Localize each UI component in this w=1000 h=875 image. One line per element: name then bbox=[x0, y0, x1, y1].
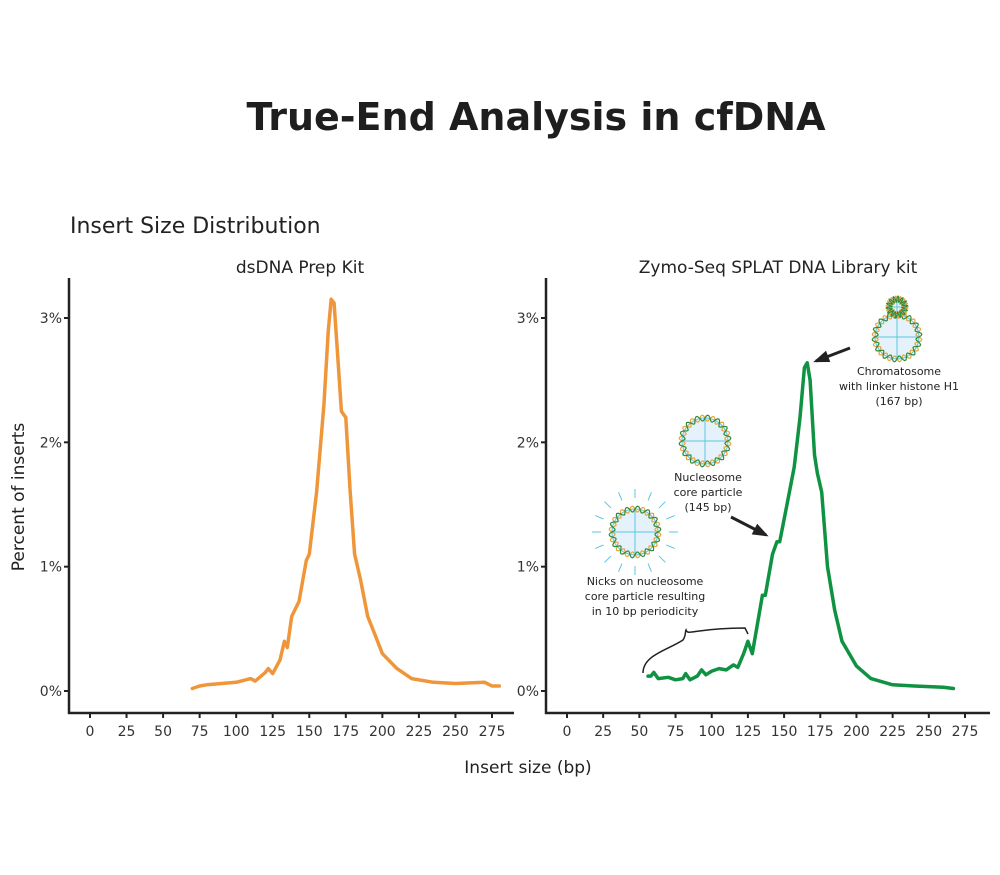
x-tick-label: 25 bbox=[118, 724, 136, 740]
x-tick-label: 100 bbox=[698, 724, 725, 740]
x-axis-label: Insert size (bp) bbox=[464, 758, 591, 778]
x-tick-label: 175 bbox=[807, 724, 834, 740]
x-tick-label: 50 bbox=[154, 724, 172, 740]
x-tick-label: 275 bbox=[952, 724, 979, 740]
figure-title: True-End Analysis in cfDNA bbox=[246, 95, 826, 139]
x-tick-label: 225 bbox=[879, 724, 906, 740]
series-line-splat bbox=[646, 361, 956, 691]
nick-arrow-icon bbox=[604, 555, 612, 563]
nick-arrow-icon bbox=[647, 563, 652, 572]
nick-arrow-icon bbox=[595, 515, 604, 520]
x-tick-label: 225 bbox=[406, 724, 433, 740]
nick-arrow-icon bbox=[666, 544, 675, 549]
nick-arrow-icon bbox=[666, 515, 675, 520]
svg-text:Nicks on nucleosome: Nicks on nucleosome bbox=[587, 575, 704, 588]
nucleosome-icon bbox=[678, 414, 732, 468]
x-tick-label: 100 bbox=[223, 724, 250, 740]
svg-text:with linker histone H1: with linker histone H1 bbox=[839, 380, 959, 393]
annotation-nucleosome: Nucleosome core particle (145 bp) bbox=[674, 471, 743, 514]
y-tick-label: 3% bbox=[517, 311, 539, 327]
svg-text:(145 bp): (145 bp) bbox=[684, 501, 731, 514]
nicked-nucleosome-icon bbox=[592, 489, 678, 575]
left-panel-title: dsDNA Prep Kit bbox=[236, 258, 365, 278]
dna-helix-icon bbox=[678, 414, 732, 468]
x-tick-label: 150 bbox=[296, 724, 323, 740]
svg-text:core particle resulting: core particle resulting bbox=[585, 590, 705, 603]
arrow-icon-head bbox=[751, 523, 769, 537]
dna-helix-icon bbox=[885, 295, 909, 319]
right-panel-title: Zymo-Seq SPLAT DNA Library kit bbox=[639, 258, 918, 278]
x-tick-label: 200 bbox=[843, 724, 870, 740]
svg-text:in 10 bp periodicity: in 10 bp periodicity bbox=[592, 605, 699, 618]
nick-arrow-icon bbox=[658, 501, 666, 509]
nick-arrow-icon bbox=[618, 492, 623, 501]
svg-text:(167 bp): (167 bp) bbox=[875, 395, 922, 408]
svg-text:Chromatosome: Chromatosome bbox=[857, 365, 941, 378]
y-tick-label: 1% bbox=[517, 560, 539, 576]
nick-arrow-icon bbox=[618, 563, 623, 572]
x-tick-label: 250 bbox=[442, 724, 469, 740]
x-tick-label: 125 bbox=[259, 724, 286, 740]
dna-helix-icon bbox=[608, 505, 662, 559]
figure-subtitle: Insert Size Distribution bbox=[70, 214, 321, 239]
y-tick-label: 2% bbox=[40, 435, 62, 451]
dna-helix-icon bbox=[871, 311, 923, 363]
nick-arrow-icon bbox=[604, 501, 612, 509]
y-axis-label: Percent of inserts bbox=[9, 423, 29, 572]
x-tick-label: 0 bbox=[563, 724, 572, 740]
x-tick-label: 75 bbox=[191, 724, 209, 740]
chromatosome-icon bbox=[871, 311, 923, 363]
y-tick-label: 1% bbox=[40, 560, 62, 576]
x-tick-label: 200 bbox=[369, 724, 396, 740]
x-tick-label: 175 bbox=[332, 724, 359, 740]
svg-text:Nucleosome: Nucleosome bbox=[674, 471, 742, 484]
annotation-chromatosome: Chromatosome with linker histone H1 (167… bbox=[839, 365, 959, 408]
arrow-icon-head bbox=[813, 350, 831, 363]
x-tick-label: 0 bbox=[86, 724, 95, 740]
y-tick-label: 0% bbox=[40, 684, 62, 700]
x-tick-label: 275 bbox=[479, 724, 506, 740]
linker-histone-icon bbox=[885, 295, 909, 319]
y-tick-label: 0% bbox=[517, 684, 539, 700]
x-tick-label: 125 bbox=[735, 724, 762, 740]
y-tick-label: 3% bbox=[40, 311, 62, 327]
x-tick-label: 75 bbox=[667, 724, 685, 740]
x-tick-label: 25 bbox=[594, 724, 612, 740]
x-tick-label: 250 bbox=[915, 724, 942, 740]
nick-arrow-icon bbox=[595, 544, 604, 549]
x-tick-label: 50 bbox=[630, 724, 648, 740]
series-line-dsdna bbox=[190, 297, 502, 691]
annotation-nicks: Nicks on nucleosome core particle result… bbox=[585, 575, 705, 618]
nick-arrow-icon bbox=[647, 492, 652, 501]
y-tick-label: 2% bbox=[517, 435, 539, 451]
x-tick-label: 150 bbox=[771, 724, 798, 740]
svg-text:core particle: core particle bbox=[674, 486, 743, 499]
brace-icon bbox=[642, 627, 749, 674]
nick-arrow-icon bbox=[658, 555, 666, 563]
